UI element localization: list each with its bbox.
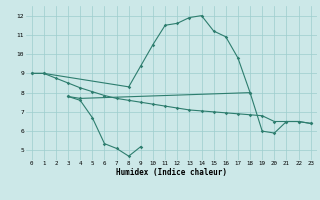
- X-axis label: Humidex (Indice chaleur): Humidex (Indice chaleur): [116, 168, 227, 177]
